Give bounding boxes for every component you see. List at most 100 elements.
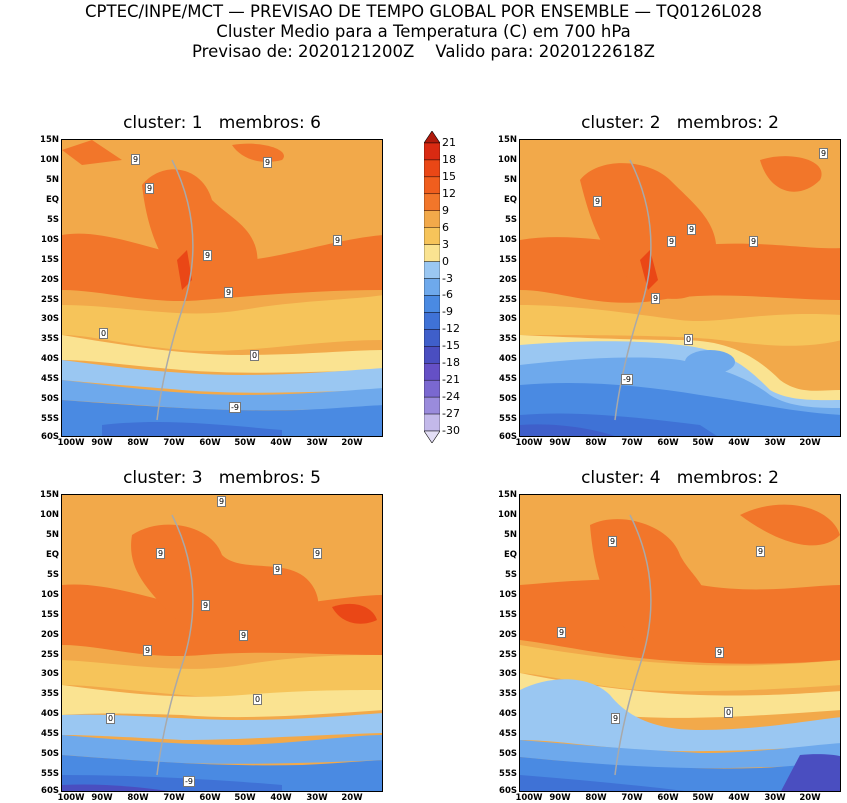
- lon-label: 40W: [728, 438, 750, 448]
- lon-label: 60W: [199, 793, 221, 803]
- lon-label: 40W: [728, 793, 750, 803]
- map-2-field: [520, 140, 840, 436]
- lat-label: 30S: [499, 314, 517, 324]
- contour-label: 9: [608, 536, 618, 547]
- lat-label: 15N: [498, 135, 517, 145]
- contour-label: 0: [99, 328, 109, 339]
- lon-label: 30W: [764, 438, 786, 448]
- contour-label: 9: [557, 627, 567, 638]
- lat-label: 45S: [499, 374, 517, 384]
- lat-label: 10N: [498, 155, 517, 165]
- lat-label: 25S: [499, 650, 517, 660]
- lon-label: 50W: [234, 793, 256, 803]
- lon-label: 80W: [585, 793, 607, 803]
- lon-label: 30W: [306, 438, 328, 448]
- lat-label: 5S: [504, 215, 517, 225]
- panel-2-title: cluster: 2 membros: 2: [581, 113, 779, 133]
- lon-label: 90W: [549, 438, 571, 448]
- contour-label: 9: [667, 236, 677, 247]
- contour-label: 9: [651, 293, 661, 304]
- map-4-field: [520, 495, 840, 791]
- lat-label: 60S: [499, 432, 517, 442]
- lat-label: 30S: [41, 314, 59, 324]
- colorbar-tick-label: 15: [442, 169, 456, 183]
- contour-label: 9: [203, 250, 213, 261]
- contour-label: -9: [229, 402, 241, 413]
- lat-label: 50S: [41, 394, 59, 404]
- colorbar-tick-label: -6: [442, 288, 453, 302]
- lat-label: 10N: [40, 155, 59, 165]
- lon-label: 70W: [163, 438, 185, 448]
- colorbar-swatch: [424, 193, 440, 211]
- colorbar-tick-label: -15: [442, 339, 460, 353]
- colorbar-tick-label: 21: [442, 136, 456, 149]
- lat-label: 20S: [41, 275, 59, 285]
- colorbar-tick-label: 6: [442, 220, 449, 234]
- lat-label: 15S: [41, 255, 59, 265]
- lat-label: 10N: [498, 510, 517, 520]
- colorbar-tick-label: -24: [442, 390, 460, 404]
- lat-label: EQ: [45, 550, 59, 560]
- contour-label: 9: [333, 235, 343, 246]
- colorbar-tick-label: 9: [442, 203, 449, 217]
- lat-label: 30S: [499, 669, 517, 679]
- contour-label: 9: [313, 548, 323, 559]
- panel-3-title: cluster: 3 membros: 5: [123, 468, 321, 488]
- colorbar-swatch: [424, 210, 440, 228]
- header-line-2: Cluster Medio para a Temperatura (C) em …: [216, 22, 631, 41]
- lat-label: 5N: [45, 175, 59, 185]
- contour-label: -9: [621, 374, 633, 385]
- header-line-3: Previsao de: 2020121200Z Valido para: 20…: [192, 42, 655, 61]
- lat-label: 20S: [499, 275, 517, 285]
- contour-label: 9: [239, 630, 249, 641]
- lon-label: 70W: [621, 438, 643, 448]
- contour-label: 9: [611, 713, 621, 724]
- colorbar-tick-label: 0: [442, 254, 449, 268]
- contour-label: -9: [183, 776, 195, 787]
- contour-label: 9: [145, 183, 155, 194]
- colorbar-tick-label: -30: [442, 424, 460, 437]
- colorbar-swatch: [424, 329, 440, 347]
- colorbar-swatch: [424, 159, 440, 178]
- lat-label: 55S: [41, 769, 59, 779]
- colorbar-tick-label: 12: [442, 186, 456, 200]
- lat-label: 15N: [40, 490, 59, 500]
- contour-label: 9: [224, 287, 234, 298]
- lon-label: 30W: [764, 793, 786, 803]
- lon-label: 20W: [341, 793, 363, 803]
- colorbar-tick-label: -12: [442, 322, 460, 336]
- lon-label: 70W: [621, 793, 643, 803]
- lat-label: 35S: [499, 689, 517, 699]
- contour-label: 0: [724, 707, 734, 718]
- contour-label: 0: [106, 713, 116, 724]
- lat-label: 35S: [41, 689, 59, 699]
- lat-label: 10S: [499, 590, 517, 600]
- lat-label: 40S: [41, 709, 59, 719]
- lat-label: 5N: [503, 175, 517, 185]
- lon-label: 80W: [127, 438, 149, 448]
- lat-label: 5S: [504, 570, 517, 580]
- contour-label: 9: [156, 548, 166, 559]
- colorbar-tick-label: 18: [442, 152, 456, 166]
- map-1-field: [62, 140, 382, 436]
- lat-label: 10S: [41, 590, 59, 600]
- lat-label: 25S: [41, 295, 59, 305]
- colorbar-tick-label: -27: [442, 407, 460, 421]
- contour-label: 9: [273, 564, 283, 575]
- colorbar-swatch: [424, 346, 440, 364]
- lon-label: 100W: [57, 438, 85, 448]
- contour-label: 9: [687, 224, 697, 235]
- contour-label: 0: [250, 350, 260, 361]
- map-panel-2: [519, 139, 841, 437]
- map-3-field: [62, 495, 382, 791]
- lat-label: 5N: [45, 530, 59, 540]
- colorbar-swatches: [424, 131, 440, 443]
- contour-label: 9: [715, 647, 725, 658]
- lon-label: 40W: [270, 438, 292, 448]
- lon-label: 80W: [127, 793, 149, 803]
- panel-1-title: cluster: 1 membros: 6: [123, 113, 321, 133]
- lat-label: 25S: [41, 650, 59, 660]
- lat-label: 5S: [46, 570, 59, 580]
- colorbar-swatch: [424, 413, 440, 432]
- lon-label: 90W: [91, 793, 113, 803]
